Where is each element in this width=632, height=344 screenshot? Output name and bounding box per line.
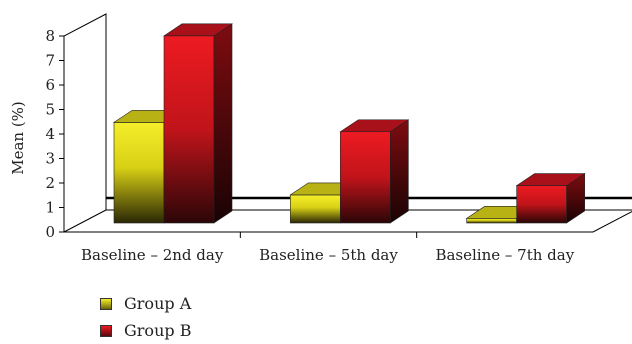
bar-group-a-2-front [466, 218, 517, 224]
bar-group-b-0-top [163, 23, 233, 37]
bar-group-b-0-side [213, 23, 233, 224]
legend-item-group-b: Group B [100, 317, 191, 344]
bar-group-b-2-top [515, 173, 586, 186]
y-tick-label: 1 [45, 199, 55, 217]
bar-group-a-1-front [290, 194, 341, 224]
y-tick-label: 5 [45, 101, 55, 119]
legend-swatch-group-b [100, 324, 112, 337]
legend-label-group-a: Group A [124, 294, 192, 313]
y-axis-label: Mean (%) [9, 101, 27, 175]
y-tick-label: 7 [45, 52, 55, 70]
bar-group-b-1 [339, 119, 410, 224]
bars [113, 23, 586, 224]
y-tick-label: 4 [45, 125, 55, 143]
bar-group-a-0-front [113, 122, 165, 224]
legend: Group A Group B [100, 290, 191, 344]
y-tick-label: 2 [45, 174, 55, 192]
bar-group-b-1-top [339, 119, 410, 133]
legend-swatch-group-a [100, 297, 112, 310]
bar-group-b-0-front [163, 35, 215, 224]
x-category-label: Baseline – 5th day [259, 246, 398, 264]
x-category-label: Baseline – 2nd day [81, 246, 224, 264]
bar-group-b-2-front [516, 185, 567, 224]
legend-item-group-a: Group A [100, 290, 191, 317]
y-tick-label: 8 [45, 27, 55, 45]
bar-group-b-1-side [390, 119, 409, 224]
bar-group-b-1-front [340, 131, 391, 224]
floor [63, 209, 632, 233]
legend-label-group-b: Group B [124, 321, 192, 340]
y-axis-ticks: 0 1 2 3 4 5 6 7 8 [45, 27, 64, 241]
bar-group-b-0 [163, 23, 233, 224]
x-axis-categories: Baseline – 2nd day Baseline – 5th day Base… [81, 246, 575, 264]
y-tick-label: 0 [45, 223, 55, 241]
y-tick-label: 3 [45, 150, 55, 168]
bar-group-b-2 [515, 173, 586, 224]
bar-chart: 0 1 2 3 4 5 6 7 8 Baseline – 2nd day Baseline – 5… [9, 13, 632, 264]
x-category-label: Baseline – 7th day [435, 246, 574, 264]
left-wall [63, 13, 107, 232]
y-tick-label: 6 [45, 76, 55, 94]
